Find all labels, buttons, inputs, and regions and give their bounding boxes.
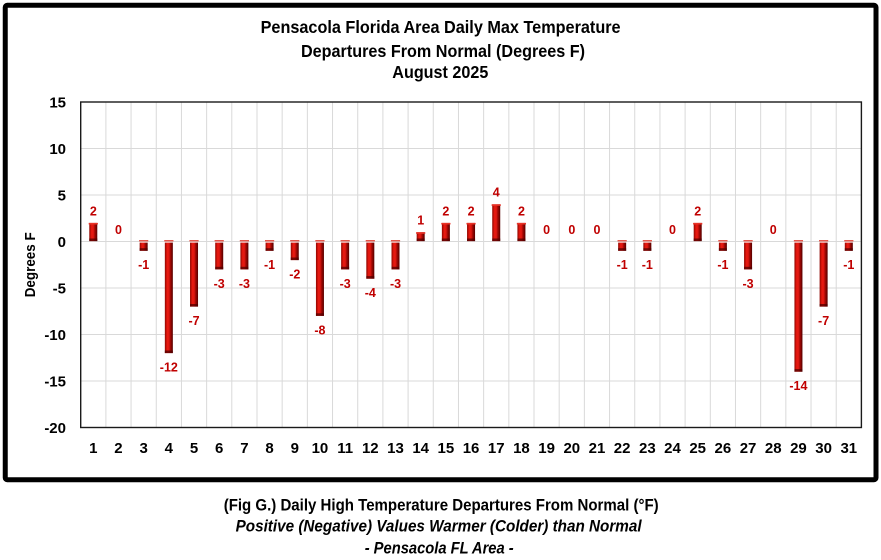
svg-text:7: 7	[240, 440, 248, 457]
svg-text:-3: -3	[390, 277, 401, 291]
svg-text:15: 15	[438, 440, 455, 457]
svg-text:-3: -3	[743, 277, 754, 291]
svg-text:10: 10	[49, 141, 66, 158]
svg-text:0: 0	[593, 223, 600, 237]
svg-text:4: 4	[493, 186, 500, 200]
svg-text:10: 10	[312, 440, 329, 457]
svg-text:-4: -4	[365, 286, 376, 300]
svg-text:4: 4	[165, 440, 174, 457]
svg-text:(Fig G.) Daily High Temperatur: (Fig G.) Daily High Temperature Departur…	[224, 495, 659, 514]
svg-text:0: 0	[770, 223, 777, 237]
svg-text:18: 18	[513, 440, 530, 457]
svg-text:Degrees F: Degrees F	[22, 232, 39, 297]
svg-text:-14: -14	[789, 379, 807, 393]
svg-text:-10: -10	[44, 327, 66, 344]
svg-text:1: 1	[89, 440, 97, 457]
svg-text:5: 5	[190, 440, 198, 457]
svg-text:-1: -1	[843, 258, 854, 272]
svg-text:-8: -8	[314, 323, 325, 337]
svg-text:15: 15	[49, 94, 66, 111]
svg-text:30: 30	[815, 440, 832, 457]
svg-text:0: 0	[58, 234, 66, 251]
svg-text:0: 0	[568, 223, 575, 237]
svg-text:2: 2	[442, 204, 449, 218]
svg-text:22: 22	[614, 440, 631, 457]
svg-text:3: 3	[139, 440, 147, 457]
svg-text:-1: -1	[717, 258, 728, 272]
svg-text:14: 14	[412, 440, 429, 457]
svg-text:6: 6	[215, 440, 223, 457]
svg-text:27: 27	[740, 440, 757, 457]
svg-text:5: 5	[58, 187, 66, 204]
svg-text:0: 0	[543, 223, 550, 237]
svg-text:-15: -15	[44, 373, 66, 390]
svg-text:26: 26	[715, 440, 732, 457]
svg-text:23: 23	[639, 440, 656, 457]
svg-text:Pensacola Florida Area Daily M: Pensacola Florida Area Daily Max Tempera…	[261, 17, 621, 37]
svg-text:-1: -1	[642, 258, 653, 272]
svg-text:11: 11	[337, 440, 353, 457]
svg-text:-3: -3	[340, 277, 351, 291]
svg-text:-12: -12	[160, 361, 178, 375]
svg-text:- Pensacola FL Area -: - Pensacola FL Area -	[365, 539, 514, 558]
svg-text:31: 31	[840, 440, 857, 457]
svg-text:2: 2	[90, 204, 97, 218]
svg-text:1: 1	[417, 214, 424, 228]
svg-text:12: 12	[362, 440, 379, 457]
svg-text:-20: -20	[44, 420, 66, 437]
svg-text:2: 2	[114, 440, 122, 457]
svg-text:-7: -7	[188, 314, 199, 328]
svg-text:-5: -5	[53, 280, 66, 297]
svg-text:-3: -3	[214, 277, 225, 291]
svg-text:24: 24	[664, 440, 681, 457]
svg-text:8: 8	[265, 440, 273, 457]
svg-text:August 2025: August 2025	[392, 62, 488, 82]
svg-text:0: 0	[115, 223, 122, 237]
svg-text:13: 13	[387, 440, 404, 457]
svg-text:2: 2	[694, 204, 701, 218]
svg-text:9: 9	[291, 440, 299, 457]
svg-text:-7: -7	[818, 314, 829, 328]
svg-text:-3: -3	[239, 277, 250, 291]
svg-text:19: 19	[538, 440, 555, 457]
svg-text:-2: -2	[289, 268, 300, 282]
svg-text:25: 25	[689, 440, 706, 457]
svg-text:2: 2	[518, 204, 525, 218]
svg-text:-1: -1	[617, 258, 628, 272]
svg-text:29: 29	[790, 440, 807, 457]
svg-text:17: 17	[488, 440, 505, 457]
svg-text:0: 0	[669, 223, 676, 237]
svg-text:Positive (Negative) Values War: Positive (Negative) Values Warmer (Colde…	[236, 517, 643, 536]
svg-text:20: 20	[563, 440, 580, 457]
svg-text:16: 16	[463, 440, 480, 457]
svg-text:28: 28	[765, 440, 782, 457]
svg-text:-1: -1	[138, 258, 149, 272]
svg-text:21: 21	[589, 440, 606, 457]
svg-text:-1: -1	[264, 258, 275, 272]
svg-text:Departures From Normal (Degree: Departures From Normal (Degrees F)	[301, 41, 585, 61]
svg-text:2: 2	[468, 204, 475, 218]
